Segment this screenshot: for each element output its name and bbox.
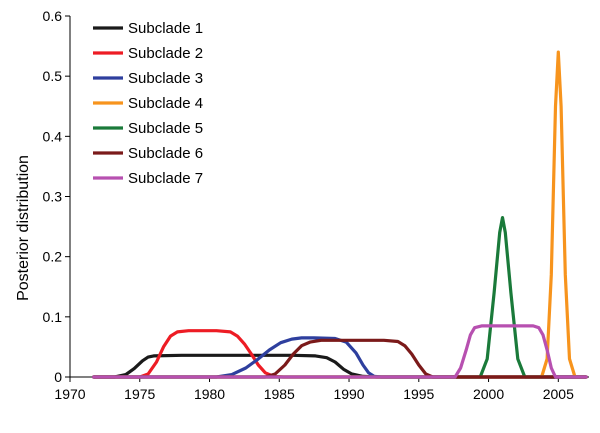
x-tick-label: 1995 [403,386,434,402]
x-tick-label: 2005 [543,386,574,402]
x-tick-label: 1985 [264,386,295,402]
series-line-1 [92,353,588,379]
legend-label-7: Subclade 7 [128,170,203,187]
legend-label-5: Subclade 5 [128,120,203,137]
y-tick-label: 0.1 [43,309,63,325]
x-tick-label: 1970 [54,386,85,402]
series-line-2 [92,329,588,379]
series-line-5 [92,216,588,379]
y-tick-label: 0.6 [43,8,63,24]
y-tick-label: 0.3 [43,189,63,205]
series-line-4 [92,50,588,379]
legend: Subclade 1 Subclade 2 Subclade 3 Subclade 4… [93,20,203,187]
x-tick-label: 2000 [473,386,504,402]
axes: 0 0.1 0.2 0.3 0.4 0.5 0.6 1970 1975 1980 1985 1990 1… [43,8,589,402]
y-tick-label: 0.4 [43,128,63,144]
legend-label-2: Subclade 2 [128,45,203,62]
x-tick-label: 1980 [194,386,225,402]
legend-label-4: Subclade 4 [128,95,203,112]
x-tick-label: 1990 [333,386,364,402]
legend-label-3: Subclade 3 [128,70,203,87]
y-tick-label: 0.2 [43,249,63,265]
legend-label-6: Subclade 6 [128,145,203,162]
y-axis-title: Posterior distribution [15,155,32,301]
series-line-6 [92,338,588,379]
legend-label-1: Subclade 1 [128,20,203,37]
y-tick-label: 0 [54,369,62,385]
series-line-7 [92,324,588,379]
series-layer [92,50,588,379]
series-line-3 [92,336,588,379]
y-tick-label: 0.5 [43,68,63,84]
x-tick-label: 1975 [124,386,155,402]
